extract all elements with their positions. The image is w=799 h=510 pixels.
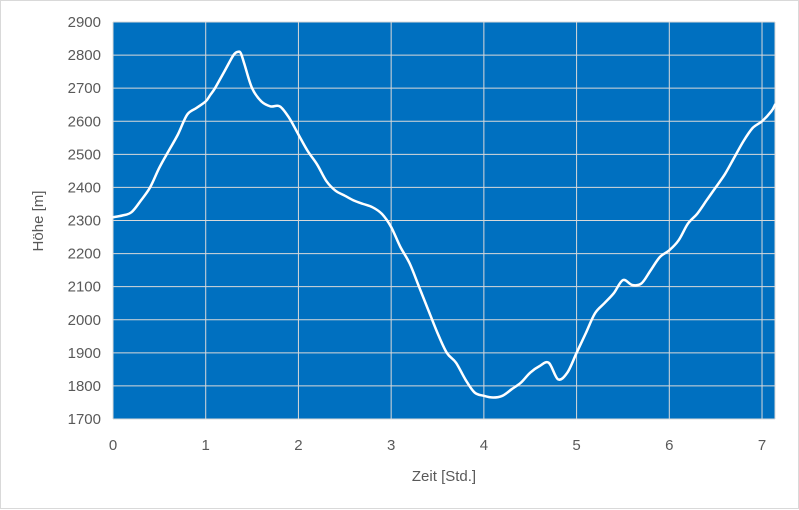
x-tick-label: 5 [572,437,580,454]
x-tick-label: 0 [109,437,117,454]
y-axis-title: Höhe [m] [30,191,47,252]
y-tick-label: 1700 [68,411,101,428]
x-axis-title: Zeit [Std.] [412,468,476,485]
y-tick-label: 2000 [68,312,101,329]
x-tick-label: 7 [758,437,766,454]
y-tick-label: 2900 [68,14,101,31]
horizontal-gridlines [113,21,775,420]
y-tick-label: 2700 [68,80,101,97]
y-tick-label: 2100 [68,279,101,296]
x-tick-label: 2 [294,437,302,454]
elevation-series-line [111,50,777,399]
y-axis-tick-labels: 1700 1800 1900 2000 2100 2200 2300 2400 2500 2600… [68,14,101,428]
y-tick-label: 1800 [68,378,101,395]
x-tick-label: 3 [387,437,395,454]
series-layer [111,50,777,399]
y-tick-label: 2500 [68,146,101,163]
y-tick-label: 2600 [68,113,101,130]
y-tick-label: 2300 [68,213,101,230]
y-tick-label: 2400 [68,179,101,196]
y-tick-label: 2800 [68,47,101,64]
x-tick-label: 6 [665,437,673,454]
x-tick-label: 1 [202,437,210,454]
y-tick-label: 1900 [68,345,101,362]
x-tick-label: 4 [480,437,488,454]
x-axis-tick-labels: 0 1 2 3 4 5 6 7 [109,437,766,454]
y-tick-label: 2200 [68,246,101,263]
